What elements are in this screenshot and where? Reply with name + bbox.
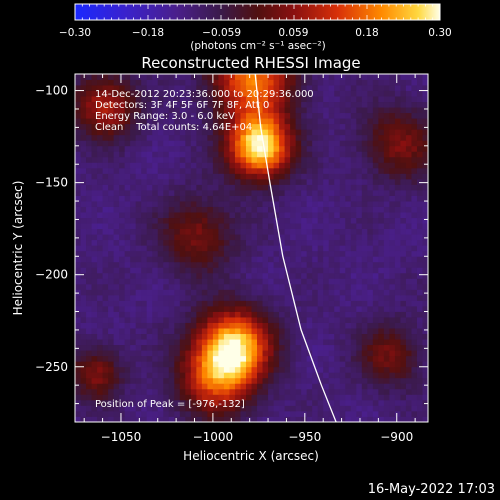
y-tick-label: −150 — [35, 176, 68, 190]
x-tick-label: −1000 — [193, 430, 234, 444]
x-tick-label: −900 — [380, 430, 413, 444]
colorbar-tick-label: −0.059 — [202, 27, 241, 39]
annotation-time-range: 14-Dec-2012 20:23:36.000 to 20:29:36.000 — [95, 89, 314, 100]
colorbar-ticks: −0.30 −0.18 −0.059 0.059 0.18 0.30 — [59, 4, 452, 39]
colorbar-tick-label: 0.30 — [428, 27, 451, 39]
colorbar: −0.30 −0.18 −0.059 0.059 0.18 0.30 (photons c… — [59, 3, 452, 52]
colorbar-tick-label: 0.059 — [278, 27, 308, 39]
annotation-block: 14-Dec-2012 20:23:36.000 to 20:29:36.000… — [95, 89, 314, 410]
annotation-energy-range: Energy Range: 3.0 - 6.0 keV — [95, 111, 235, 122]
solar-limb-line — [254, 74, 337, 422]
chart-title: Reconstructed RHESSI Image — [141, 54, 360, 72]
heatmap-image — [75, 74, 428, 422]
y-tick-label: −100 — [35, 84, 68, 98]
colorbar-tick-label: 0.18 — [355, 27, 378, 39]
colorbar-unit-label: (photons cm⁻² s⁻¹ asec⁻²) — [190, 40, 325, 52]
colorbar-tick-label: −0.18 — [132, 27, 164, 39]
y-axis-label: Heliocentric Y (arcsec) — [11, 181, 25, 316]
annotation-clean-counts: Clean Total counts: 4.64E+04 — [95, 122, 252, 133]
plot-frame — [74, 73, 429, 423]
y-axis: −100 −150 −200 −250 — [35, 84, 428, 423]
x-tick-label: −950 — [288, 430, 321, 444]
annotation-detectors: Detectors: 3F 4F 5F 6F 7F 8F, Att 0 — [95, 100, 269, 111]
annotation-peak-position: Position of Peak = [-976,-132] — [95, 399, 245, 410]
x-tick-label: −1050 — [101, 430, 142, 444]
x-axis: −1050 −1000 −950 −900 — [83, 74, 416, 444]
colorbar-tick-label: −0.30 — [59, 27, 91, 39]
x-axis-label: Heliocentric X (arcsec) — [183, 449, 319, 463]
y-tick-label: −250 — [35, 360, 68, 374]
y-tick-label: −200 — [35, 268, 68, 282]
footer-date: 16-May-2022 17:03 — [368, 482, 495, 497]
